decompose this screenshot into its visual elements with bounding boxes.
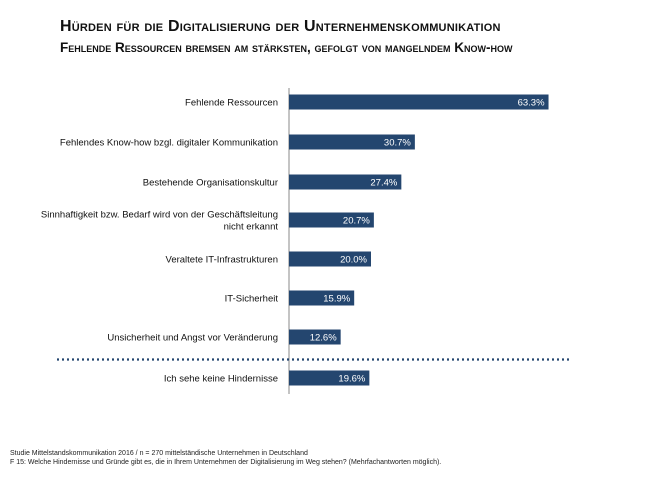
bar [289, 370, 370, 386]
data-label: 20.0% [340, 255, 367, 266]
category-label: IT-Sicherheit [225, 294, 279, 305]
data-label: 15.9% [323, 294, 350, 305]
bar [289, 134, 415, 150]
category-label: Unsicherheit und Angst vor Veränderung [107, 333, 278, 344]
data-label: 20.7% [343, 216, 370, 227]
chart-title: Hürden für die Digitalisierung der Unter… [60, 18, 501, 35]
category-label: Sinnhaftigkeit bzw. Bedarf wird von der … [41, 210, 278, 221]
data-label: 30.7% [384, 138, 411, 149]
bar [289, 251, 371, 267]
data-label: 19.6% [338, 374, 365, 385]
bar [289, 329, 341, 345]
category-label: Fehlende Ressourcen [185, 98, 278, 109]
bar [289, 174, 402, 190]
category-label: nicht erkannt [224, 222, 279, 233]
footnote-source: Studie Mittelstandskommunikation 2016 / … [10, 450, 308, 457]
category-label: Veraltete IT-Infrastrukturen [166, 255, 278, 266]
footnote-question: F 15: Welche Hindernisse und Gründe gibt… [10, 459, 442, 466]
chart-subtitle: Fehlende Ressourcen bremsen am stärksten… [60, 40, 513, 55]
data-label: 12.6% [310, 333, 337, 344]
data-label: 63.3% [518, 98, 545, 109]
data-label: 27.4% [370, 178, 397, 189]
bar [289, 212, 374, 228]
bar [289, 290, 355, 306]
category-label: Ich sehe keine Hindernisse [164, 374, 278, 385]
category-label: Fehlendes Know-how bzgl. digitaler Kommu… [60, 138, 278, 149]
category-label: Bestehende Organisationskultur [143, 178, 278, 189]
bar [289, 94, 549, 110]
